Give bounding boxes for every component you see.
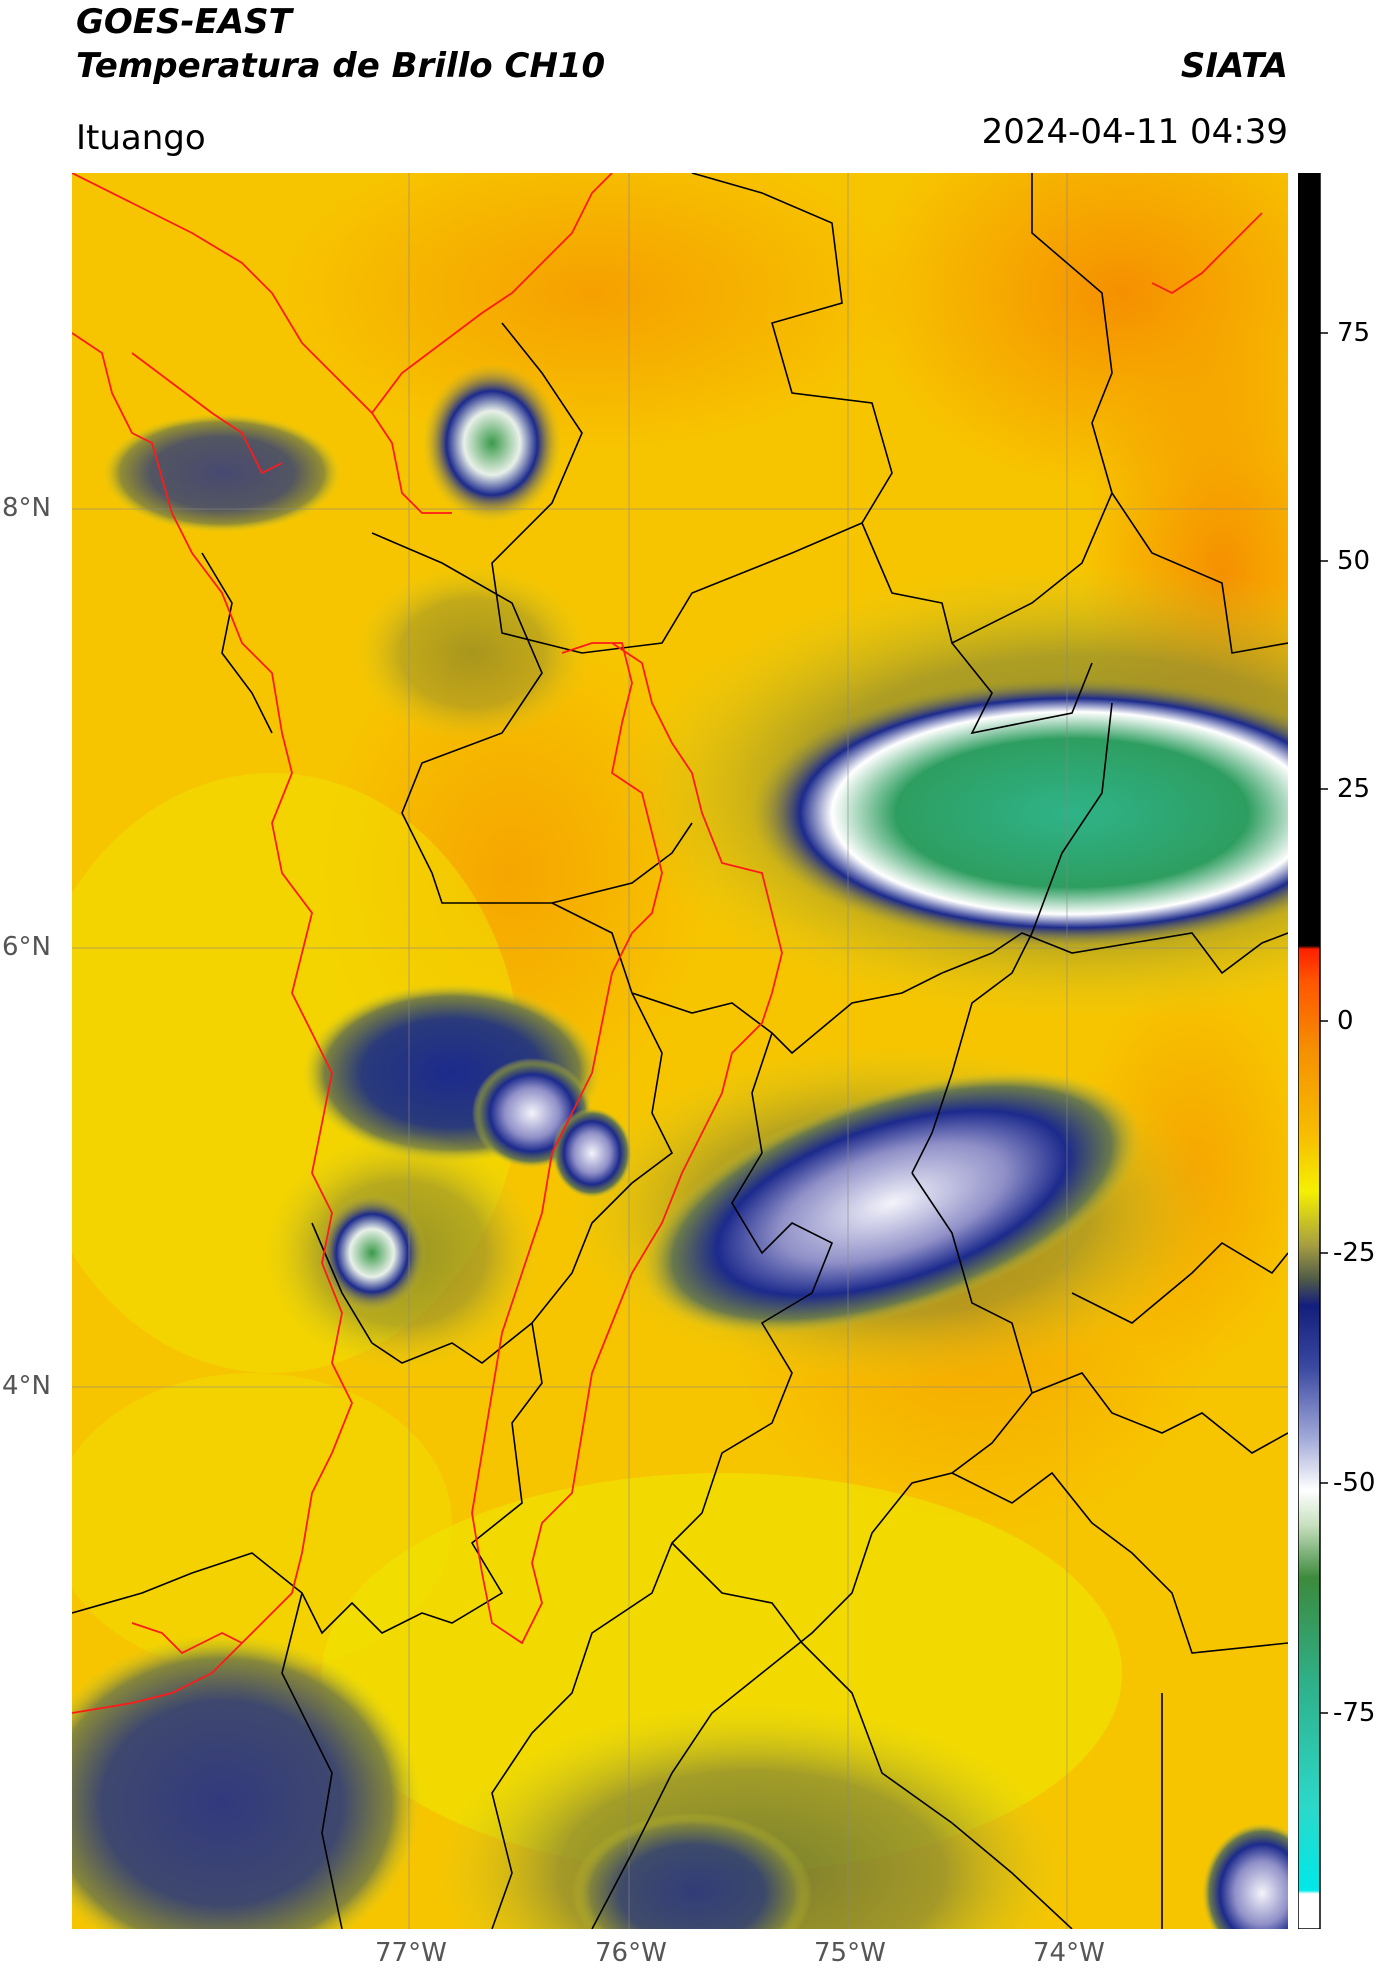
lon-label-77w: 77°W <box>375 1938 447 1968</box>
colorbar-tick-25: 25 <box>1337 774 1371 804</box>
temperature-colorbar <box>1298 173 1328 1929</box>
lat-label-4n: 4°N <box>2 1371 51 1401</box>
colorbar-tick-0: 0 <box>1337 1006 1354 1036</box>
lat-label-6n: 6°N <box>2 932 51 962</box>
organization-label: SIATA <box>1180 46 1288 86</box>
colorbar-tick-75: 75 <box>1337 318 1371 348</box>
timestamp-label: 2024-04-11 04:39 <box>981 112 1288 152</box>
department-borders <box>72 173 1288 1929</box>
lon-label-76w: 76°W <box>595 1938 667 1968</box>
colorbar-tick-neg75: -75 <box>1333 1698 1376 1728</box>
map-title: GOES-EAST <box>76 2 292 42</box>
colorbar-tick-neg25: -25 <box>1333 1238 1376 1268</box>
colorbar-tick-neg50: -50 <box>1333 1468 1376 1498</box>
colorbar-tick-50: 50 <box>1337 546 1371 576</box>
region-label: Ituango <box>76 118 206 158</box>
lat-label-8n: 8°N <box>2 493 51 523</box>
graticule <box>72 173 1288 1929</box>
lon-label-75w: 75°W <box>814 1938 886 1968</box>
red-boundaries <box>72 173 1263 1714</box>
lon-label-74w: 74°W <box>1033 1938 1105 1968</box>
map-subtitle: Temperatura de Brillo CH10 <box>76 46 606 86</box>
satellite-map <box>72 173 1288 1929</box>
